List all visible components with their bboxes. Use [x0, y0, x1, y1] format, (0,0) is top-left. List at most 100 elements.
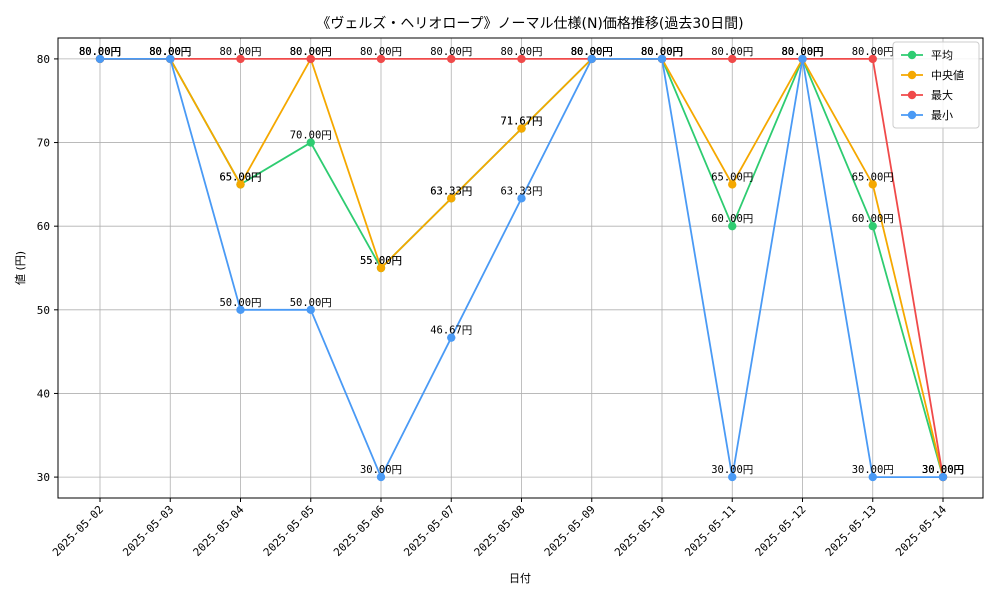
data-label: 70.00円 [290, 130, 332, 142]
data-label: 80.00円 [781, 46, 823, 58]
data-label: 80.00円 [641, 46, 683, 58]
x-axis-label: 日付 [509, 572, 531, 585]
data-label: 60.00円 [852, 213, 894, 225]
legend-item: 中央値 [901, 69, 964, 82]
y-tick-label: 80 [37, 53, 50, 66]
y-tick-label: 70 [37, 137, 50, 150]
data-label: 80.00円 [149, 46, 191, 58]
data-label: 80.00円 [290, 46, 332, 58]
data-label: 55.00円 [360, 255, 402, 267]
data-label: 80.00円 [711, 46, 753, 58]
data-point [306, 305, 315, 315]
data-point [868, 54, 877, 64]
legend-label: 最大 [931, 88, 953, 102]
x-tick-label: 2025-05-12 [753, 503, 809, 559]
data-label: 71.67円 [500, 116, 542, 128]
data-point [95, 54, 105, 64]
y-tick-label: 30 [37, 471, 50, 484]
data-point [938, 472, 948, 482]
series-lines [95, 54, 948, 482]
data-label: 80.00円 [571, 46, 613, 58]
data-point [517, 194, 526, 203]
data-label: 65.00円 [219, 171, 261, 183]
data-label: 63.33円 [500, 185, 542, 197]
data-label: 30.00円 [852, 464, 894, 476]
series-3 [95, 54, 948, 482]
data-label: 80.00円 [79, 46, 121, 58]
data-label: 30.00円 [922, 464, 964, 476]
data-point [587, 54, 596, 64]
data-label: 80.00円 [641, 46, 683, 58]
x-tick-label: 2025-05-06 [331, 503, 387, 559]
data-label: 60.00円 [711, 213, 753, 225]
data-point [306, 54, 315, 64]
data-label: 80.00円 [149, 46, 191, 58]
data-point [376, 263, 386, 273]
y-axis-label: 値 (円) [14, 251, 27, 285]
y-tick-label: 40 [37, 387, 50, 400]
data-label: 80.00円 [571, 46, 613, 58]
data-label: 80.00円 [219, 46, 261, 58]
data-point [728, 472, 737, 482]
data-label: 80.00円 [571, 46, 613, 58]
x-tick-label: 2025-05-02 [50, 503, 106, 559]
data-point [517, 124, 526, 133]
data-label: 80.00円 [781, 46, 823, 58]
data-label: 80.00円 [149, 46, 191, 58]
data-point [657, 54, 667, 64]
y-tick-label: 60 [37, 220, 50, 233]
data-label: 80.00円 [149, 46, 191, 58]
x-tick-label: 2025-05-10 [612, 503, 668, 559]
chart-title: 《ヴェルズ・ヘリオロープ》ノーマル仕様(N)価格推移(過去30日間) [316, 15, 743, 32]
data-label: 80.00円 [781, 46, 823, 58]
data-labels: 80.00円 80.00円 65.00円 70.00円 55.00円 63.33円 71.6… [79, 46, 964, 476]
x-tick-label: 2025-05-13 [823, 503, 879, 559]
data-label: 30.00円 [711, 464, 753, 476]
data-point [447, 333, 456, 342]
data-label: 80.00円 [360, 46, 402, 58]
data-label: 80.00円 [852, 46, 894, 58]
data-label: 30.00円 [922, 464, 964, 476]
axes: 2025-05-02 2025-05-03 2025-05-04 2025-05-05… [37, 53, 950, 559]
data-label: 30.00円 [922, 464, 964, 476]
data-label: 80.00円 [430, 46, 472, 58]
data-point [517, 54, 526, 64]
data-label: 80.00円 [79, 46, 121, 58]
legend-label: 平均 [931, 49, 953, 62]
legend-box [892, 41, 980, 129]
x-tick-label: 2025-05-03 [120, 503, 176, 559]
plot-area [57, 37, 984, 499]
data-label: 80.00円 [571, 46, 613, 58]
data-point [798, 54, 807, 64]
data-point [728, 180, 737, 189]
y-tick-label: 50 [37, 304, 50, 317]
data-label: 63.33円 [430, 185, 472, 197]
data-point [868, 180, 877, 189]
data-point [376, 54, 386, 64]
data-label: 80.00円 [641, 46, 683, 58]
x-tick-label: 2025-05-07 [401, 503, 457, 559]
data-label: 30.00円 [360, 464, 402, 476]
x-tick-label: 2025-05-08 [472, 503, 528, 559]
x-tick-label: 2025-05-14 [893, 503, 949, 559]
data-label: 63.33円 [430, 185, 472, 197]
legend-marker [907, 50, 917, 60]
data-point [728, 54, 737, 64]
data-point [376, 472, 386, 482]
legend-label: 最小 [931, 109, 953, 122]
data-label: 80.00円 [641, 46, 683, 58]
data-label: 71.67円 [500, 116, 542, 128]
legend-marker [907, 110, 917, 120]
data-label: 80.00円 [290, 46, 332, 58]
legend-item: 最小 [901, 109, 953, 122]
data-label: 80.00円 [79, 46, 121, 58]
data-point [306, 138, 315, 147]
data-label: 80.00円 [781, 46, 823, 58]
data-point [447, 54, 456, 64]
data-label: 65.00円 [711, 171, 753, 183]
data-label: 50.00円 [219, 297, 261, 309]
data-point [236, 180, 245, 189]
data-label: 80.00円 [500, 46, 542, 58]
